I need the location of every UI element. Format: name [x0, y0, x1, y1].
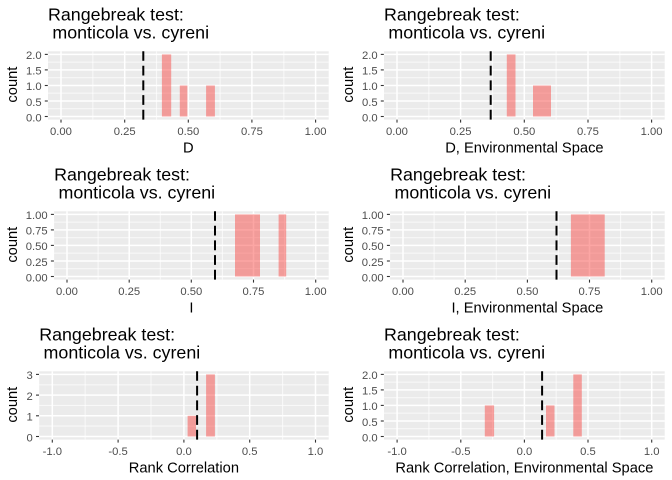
svg-text:I, Environmental Space: I, Environmental Space — [451, 300, 603, 316]
svg-text:Rank Correlation: Rank Correlation — [129, 460, 239, 476]
svg-text:count: count — [5, 67, 21, 103]
svg-text:monticola vs. cyreni: monticola vs. cyreni — [47, 22, 209, 42]
svg-text:0.50: 0.50 — [513, 126, 535, 138]
svg-text:1.00: 1.00 — [641, 286, 663, 298]
svg-text:0.25: 0.25 — [114, 126, 136, 138]
svg-text:0: 0 — [27, 432, 33, 444]
svg-text:Rangebreak test:: Rangebreak test: — [384, 4, 520, 24]
svg-text:0.0: 0.0 — [362, 112, 378, 124]
svg-text:Rangebreak test:: Rangebreak test: — [390, 164, 526, 184]
svg-text:0.25: 0.25 — [26, 257, 48, 269]
svg-text:Rangebreak test:: Rangebreak test: — [39, 324, 175, 344]
svg-text:1.0: 1.0 — [362, 401, 378, 413]
svg-text:count: count — [341, 387, 357, 423]
svg-text:monticola vs. cyreni: monticola vs. cyreni — [390, 182, 552, 202]
svg-text:0.25: 0.25 — [450, 126, 472, 138]
svg-text:0.0: 0.0 — [176, 446, 192, 458]
svg-text:count: count — [5, 387, 21, 423]
svg-text:0.0: 0.0 — [517, 446, 533, 458]
svg-text:monticola vs. cyreni: monticola vs. cyreni — [54, 182, 216, 202]
svg-text:D, Environmental Space: D, Environmental Space — [445, 140, 603, 156]
svg-text:0.50: 0.50 — [362, 241, 384, 253]
svg-text:1.0: 1.0 — [644, 446, 660, 458]
svg-text:-0.5: -0.5 — [451, 446, 470, 458]
svg-text:2.0: 2.0 — [26, 50, 42, 62]
svg-text:0.00: 0.00 — [386, 126, 408, 138]
svg-text:0.50: 0.50 — [26, 241, 48, 253]
svg-text:Rank Correlation, Environmenta: Rank Correlation, Environmental Space — [395, 460, 653, 476]
svg-text:1.00: 1.00 — [26, 210, 48, 222]
svg-text:1.0: 1.0 — [362, 81, 378, 93]
svg-text:1.5: 1.5 — [26, 66, 42, 78]
svg-text:1: 1 — [27, 412, 33, 424]
svg-text:-1.0: -1.0 — [43, 446, 62, 458]
svg-text:0.50: 0.50 — [516, 286, 538, 298]
svg-text:Rangebreak test:: Rangebreak test: — [54, 164, 190, 184]
svg-text:1.00: 1.00 — [305, 286, 327, 298]
svg-text:0.5: 0.5 — [362, 97, 378, 109]
svg-text:0.25: 0.25 — [118, 286, 140, 298]
svg-text:1.00: 1.00 — [641, 126, 663, 138]
svg-text:count: count — [341, 67, 357, 103]
svg-text:0.75: 0.75 — [579, 286, 601, 298]
svg-text:0.5: 0.5 — [242, 446, 258, 458]
svg-text:0.0: 0.0 — [362, 432, 378, 444]
svg-text:0.00: 0.00 — [50, 126, 72, 138]
svg-text:monticola vs. cyreni: monticola vs. cyreni — [383, 342, 545, 362]
svg-text:0.00: 0.00 — [26, 272, 48, 284]
svg-text:0.5: 0.5 — [362, 417, 378, 429]
svg-text:1.00: 1.00 — [362, 210, 384, 222]
svg-text:Rangebreak test:: Rangebreak test: — [48, 4, 184, 24]
svg-text:1.00: 1.00 — [305, 126, 327, 138]
svg-text:1.5: 1.5 — [362, 66, 378, 78]
svg-text:0.75: 0.75 — [362, 226, 384, 238]
svg-text:0.75: 0.75 — [577, 126, 599, 138]
svg-text:I: I — [189, 300, 193, 316]
svg-text:D: D — [183, 140, 194, 156]
svg-text:0.50: 0.50 — [180, 286, 202, 298]
svg-text:0.75: 0.75 — [26, 226, 48, 238]
svg-text:count: count — [5, 227, 21, 263]
svg-text:3: 3 — [27, 370, 33, 382]
svg-text:2: 2 — [27, 391, 33, 403]
svg-text:0.75: 0.75 — [243, 286, 265, 298]
svg-text:0.5: 0.5 — [580, 446, 596, 458]
svg-text:0.25: 0.25 — [362, 257, 384, 269]
svg-text:1.5: 1.5 — [362, 386, 378, 398]
svg-text:0.25: 0.25 — [454, 286, 476, 298]
svg-text:0.50: 0.50 — [177, 126, 199, 138]
svg-text:1.0: 1.0 — [308, 446, 324, 458]
svg-text:0.00: 0.00 — [392, 286, 414, 298]
svg-text:Rangebreak test:: Rangebreak test: — [384, 324, 520, 344]
svg-text:2.0: 2.0 — [362, 370, 378, 382]
svg-text:-0.5: -0.5 — [108, 446, 127, 458]
svg-text:monticola vs. cyreni: monticola vs. cyreni — [383, 22, 545, 42]
svg-text:2.0: 2.0 — [362, 50, 378, 62]
svg-text:count: count — [341, 227, 357, 263]
svg-text:monticola vs. cyreni: monticola vs. cyreni — [39, 342, 201, 362]
svg-text:1.0: 1.0 — [26, 81, 42, 93]
svg-text:-1.0: -1.0 — [387, 446, 406, 458]
svg-text:0.75: 0.75 — [241, 126, 263, 138]
svg-text:0.00: 0.00 — [56, 286, 78, 298]
svg-text:0.0: 0.0 — [26, 112, 42, 124]
svg-text:0.5: 0.5 — [26, 97, 42, 109]
svg-text:0.00: 0.00 — [362, 272, 384, 284]
